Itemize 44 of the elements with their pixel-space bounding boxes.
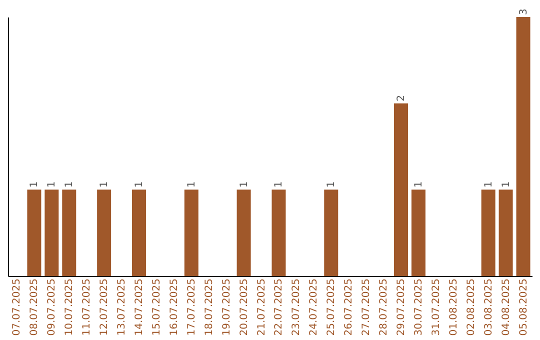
data-label: 1 bbox=[134, 181, 145, 188]
data-label: 1 bbox=[413, 181, 424, 188]
x-tick-label: 29.07.2025 bbox=[396, 278, 407, 336]
x-tick-label: 25.07.2025 bbox=[326, 278, 338, 336]
x-tick-label: 15.07.2025 bbox=[151, 278, 162, 336]
x-tick-label: 28.07.2025 bbox=[378, 278, 390, 336]
data-label: 1 bbox=[483, 181, 494, 188]
data-label: 1 bbox=[46, 181, 58, 188]
x-tick-label: 19.07.2025 bbox=[221, 278, 232, 336]
x-tick-label: 01.08.2025 bbox=[448, 278, 460, 336]
x-tick-label: 11.07.2025 bbox=[82, 278, 93, 336]
x-tick-label: 31.07.2025 bbox=[430, 278, 442, 336]
x-tick-label: 02.08.2025 bbox=[466, 278, 477, 336]
x-tick-label: 14.07.2025 bbox=[134, 278, 145, 336]
data-label: 1 bbox=[99, 181, 110, 188]
data-label: 3 bbox=[518, 8, 530, 15]
data-label: 2 bbox=[396, 94, 407, 102]
x-tick-label: 09.07.2025 bbox=[46, 278, 58, 336]
x-tick-label: 10.07.2025 bbox=[64, 278, 76, 336]
x-tick-label: 21.07.2025 bbox=[256, 278, 268, 336]
x-tick-label: 12.07.2025 bbox=[99, 278, 110, 336]
x-tick-label: 24.07.2025 bbox=[308, 278, 320, 336]
data-label: 1 bbox=[326, 181, 338, 188]
data-label: 1 bbox=[500, 181, 512, 188]
x-tick-label: 22.07.2025 bbox=[274, 278, 285, 336]
x-tick-label: 13.07.2025 bbox=[116, 278, 128, 336]
data-label: 1 bbox=[29, 181, 40, 188]
x-tick-label: 16.07.2025 bbox=[168, 278, 180, 336]
x-tick-label: 05.08.2025 bbox=[518, 278, 530, 336]
data-label: 1 bbox=[64, 181, 76, 188]
x-tick-label: 26.07.2025 bbox=[344, 278, 355, 336]
x-tick-label: 03.08.2025 bbox=[483, 278, 494, 336]
x-tick-label: 07.07.2025 bbox=[12, 278, 23, 336]
x-tick-label: 20.07.2025 bbox=[238, 278, 250, 336]
x-tick-label: 27.07.2025 bbox=[361, 278, 372, 336]
x-tick-label: 04.08.2025 bbox=[500, 278, 512, 336]
x-tick-label: 08.07.2025 bbox=[29, 278, 40, 336]
data-label: 1 bbox=[238, 181, 250, 188]
x-tick-label: 18.07.2025 bbox=[204, 278, 215, 336]
x-tick-label: 23.07.2025 bbox=[291, 278, 302, 336]
data-label: 1 bbox=[186, 181, 198, 188]
data-label: 1 bbox=[274, 181, 285, 188]
x-tick-label: 30.07.2025 bbox=[413, 278, 424, 336]
x-tick-label: 17.07.2025 bbox=[186, 278, 198, 336]
